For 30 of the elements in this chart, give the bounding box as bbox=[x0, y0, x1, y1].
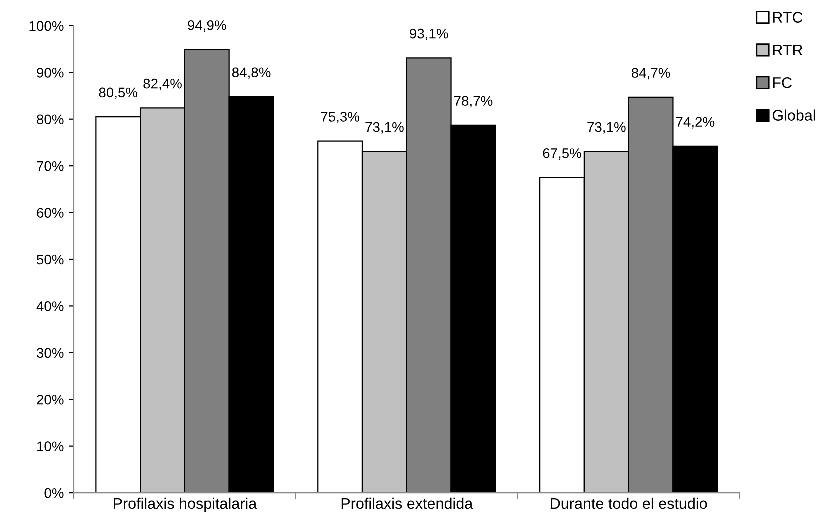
data-label: 84,7% bbox=[632, 68, 670, 80]
x-tick-label: Profilaxis extendida bbox=[342, 498, 474, 510]
y-tick-label: 30% bbox=[36, 348, 64, 358]
data-label: 74,2% bbox=[676, 117, 715, 129]
data-label: 73,1% bbox=[588, 122, 626, 134]
legend-label: Global bbox=[772, 110, 816, 121]
y-tick-label: 40% bbox=[36, 302, 64, 312]
data-label: 78,7% bbox=[454, 96, 493, 108]
data-label: 67,5% bbox=[543, 148, 582, 160]
data-label: 73,1% bbox=[366, 122, 404, 134]
y-tick-label: 100% bbox=[30, 21, 64, 32]
data-label: 84,8% bbox=[232, 68, 271, 80]
data-label: 94,9% bbox=[188, 20, 226, 32]
y-tick-label: 0% bbox=[44, 488, 64, 498]
data-label: 93,1% bbox=[410, 28, 448, 40]
y-tick-label: 50% bbox=[37, 254, 64, 265]
data-label: 75,3% bbox=[321, 112, 360, 124]
data-label: 80,5% bbox=[99, 88, 138, 100]
legend-label: RTC bbox=[773, 12, 803, 23]
data-label: 82,4% bbox=[144, 78, 182, 90]
y-tick-label: 70% bbox=[37, 161, 64, 172]
legend-label: FC bbox=[773, 77, 792, 88]
y-tick-label: 10% bbox=[38, 442, 64, 452]
x-tick-label: Profilaxis hospitalaria bbox=[114, 498, 258, 512]
legend-label: RTR bbox=[773, 44, 803, 56]
y-tick-label: 90% bbox=[37, 68, 64, 78]
y-tick-label: 60% bbox=[37, 208, 64, 218]
y-tick-label: 20% bbox=[37, 394, 64, 405]
y-tick-label: 80% bbox=[37, 114, 64, 125]
x-tick-label: Durante todo el estudio bbox=[551, 498, 708, 510]
